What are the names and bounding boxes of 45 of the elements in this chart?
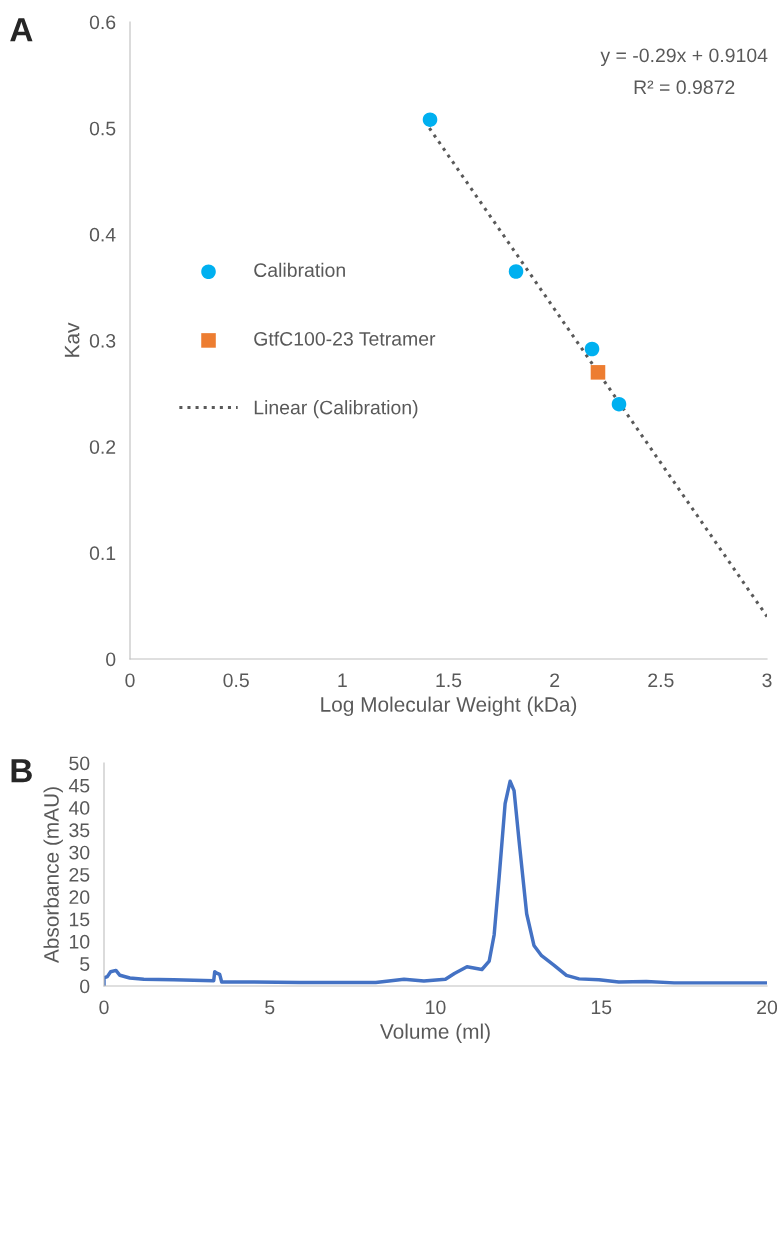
x-tick-label: 1.5 — [436, 673, 462, 688]
y-tick-label: 0.6 — [89, 15, 116, 30]
y-tick-label: 0.5 — [89, 121, 116, 136]
point — [508, 264, 524, 279]
y-tick-label: 35 — [69, 823, 90, 838]
chart-title: B — [11, 759, 32, 783]
y-tick-label: 25 — [69, 867, 90, 882]
y-tick-label: 45 — [68, 778, 90, 793]
point — [422, 112, 438, 127]
x-tick-label: 2 — [550, 673, 560, 687]
point — [611, 396, 627, 412]
y-axis-title: Absorbance (mAU) — [43, 787, 63, 964]
y-tick-label: 50 — [69, 756, 90, 771]
y-tick-label: 0.3 — [89, 333, 116, 348]
x-tick-label: 3 — [762, 673, 772, 688]
y-tick-label: 40 — [68, 801, 90, 815]
point — [584, 341, 600, 357]
y-axis-title: Kav — [64, 322, 80, 357]
y-tick-label: 30 — [69, 845, 90, 860]
y-tick-label: 15 — [69, 912, 90, 927]
annotation: y = -0.29x + 0.9104 — [600, 48, 768, 67]
y-tick-label: 20 — [69, 890, 90, 905]
y-tick-label: 0 — [106, 652, 116, 667]
x-axis-title: Log Molecular Weight (kDa) — [321, 696, 577, 716]
y-tick-label: 5 — [80, 957, 90, 971]
legend-label: Calibration — [254, 262, 345, 278]
x-tick-label: 5 — [265, 1000, 275, 1015]
y-tick-label: 10 — [69, 934, 90, 949]
x-tick-label: 0 — [125, 673, 135, 688]
x-tick-label: 10 — [426, 1000, 446, 1015]
y-tick-label: 0.1 — [89, 546, 116, 561]
x-axis-title: Volume (ml) — [380, 1023, 490, 1043]
y-tick-label: 0 — [80, 979, 90, 994]
x-tick-label: 1 — [338, 673, 347, 687]
annotation: R² = 0.9872 — [634, 80, 735, 95]
x-tick-label: 15 — [591, 1000, 612, 1015]
x-tick-label: 2.5 — [648, 673, 674, 688]
y-tick-label: 0.4 — [89, 227, 116, 242]
x-tick-label: 20 — [757, 1000, 777, 1015]
legend-label: Linear (Calibration) — [254, 400, 418, 419]
y-tick-label: 0.2 — [89, 440, 116, 454]
chart-title: A — [10, 18, 33, 42]
x-tick-label: 0.5 — [223, 673, 249, 688]
point — [590, 365, 606, 380]
legend-label: GtfC100-23 Tetramer — [254, 331, 436, 346]
